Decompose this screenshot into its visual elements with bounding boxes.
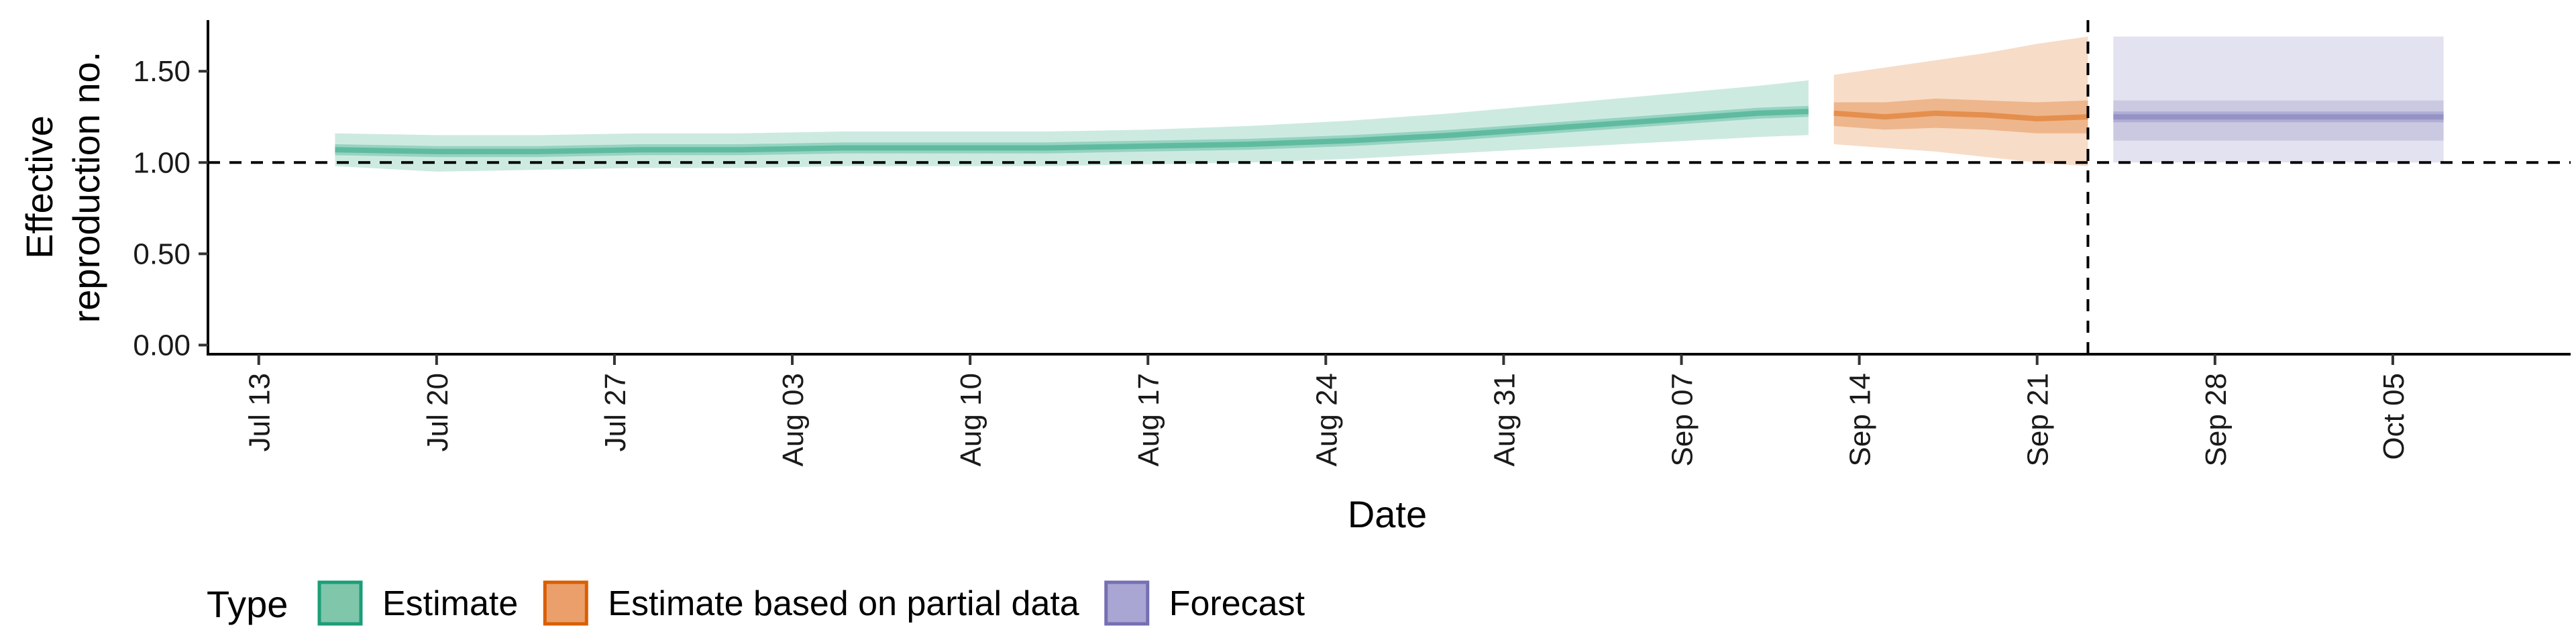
series-1 (1833, 36, 2088, 166)
x-tick-label: Oct 05 (2377, 373, 2410, 460)
legend-label: Forecast (1169, 584, 1305, 623)
series-2-50-band (2113, 111, 2444, 123)
x-ticks: Jul 13 Jul 20 Jul 27 Aug 03 Aug 10 Aug 17 Aug … (244, 354, 2410, 466)
y-tick-label: 1.50 (133, 55, 191, 88)
x-tick-label: Sep 28 (2200, 373, 2233, 466)
series-2-outer-band (2113, 36, 2444, 163)
series-0-50-band (335, 105, 1809, 158)
legend-swatch (1104, 580, 1150, 626)
y-ticks: 0.00 0.50 1.00 1.50 (133, 55, 208, 362)
x-tick-label: Sep 07 (1666, 373, 1699, 466)
x-tick-label: Jul 20 (421, 373, 454, 451)
x-tick-label: Jul 27 (599, 373, 632, 451)
legend-swatch (317, 580, 363, 626)
x-tick-label: Aug 24 (1310, 373, 1343, 466)
y-axis-title: Effective reproduction no. (18, 52, 107, 323)
legend-label: Estimate (382, 584, 518, 623)
axes (207, 20, 2571, 356)
series-bands (335, 36, 2444, 172)
x-tick-label: Aug 10 (955, 373, 987, 466)
x-tick-label: Sep 21 (2022, 373, 2055, 466)
x-tick-label: Aug 17 (1132, 373, 1165, 466)
y-axis-title-line-1: Effective (18, 115, 60, 259)
x-tick-label: Aug 31 (1488, 373, 1521, 466)
legend-swatch (543, 580, 588, 626)
series-0-median-line (335, 109, 1809, 154)
x-tick-label: Aug 03 (777, 373, 810, 466)
x-axis-title: Date (1348, 493, 1427, 535)
y-tick-label: 1.00 (133, 146, 191, 179)
y-axis-title-line-2: reproduction no. (65, 52, 107, 323)
series-2-90-band (2113, 100, 2444, 141)
legend-label: Estimate based on partial data (608, 584, 1079, 623)
series-1-90-band (1833, 36, 2088, 166)
series-1-median-line (1833, 110, 2088, 122)
series-0 (335, 80, 1809, 172)
x-tick-label: Sep 14 (1844, 373, 1877, 466)
y-tick-label: 0.00 (133, 329, 191, 362)
series-0-90-band (335, 80, 1809, 172)
y-tick-label: 0.50 (133, 237, 191, 270)
legend: Type Estimate Estimate based on partial d… (207, 580, 1305, 626)
x-tick-label: Jul 13 (244, 373, 276, 451)
reference-lines (208, 20, 2571, 354)
series-1-50-band (1833, 99, 2088, 133)
series-2 (2113, 36, 2444, 163)
legend-title: Type (207, 583, 288, 625)
